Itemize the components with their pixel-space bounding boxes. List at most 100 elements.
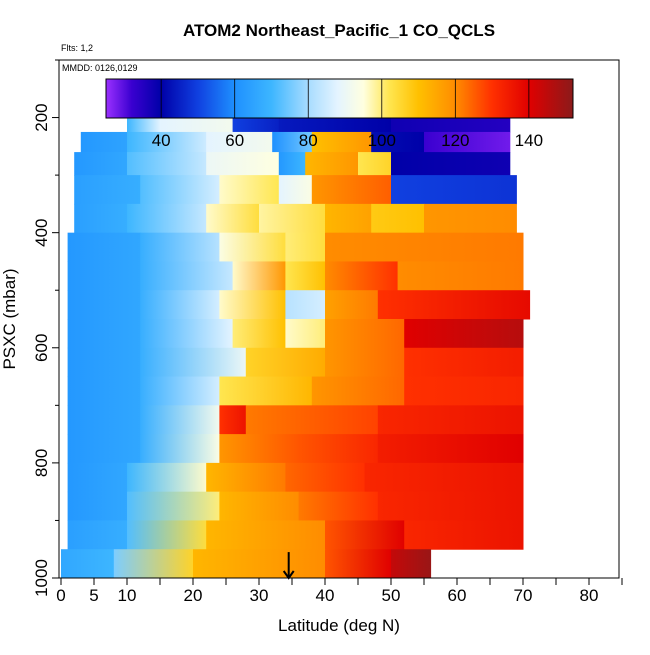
curtain-cell [285,290,326,320]
x-tick-label: 80 [580,586,599,605]
flights-label: Flts: 1,2 [61,43,93,53]
curtain-cell [285,319,326,349]
curtain-cell [193,549,326,579]
curtain-cell [74,175,141,205]
curtain-cell [397,261,524,291]
curtain-cell [140,434,220,464]
curtain-cell [219,376,313,406]
curtain-cell [278,152,306,176]
plot-area [58,59,620,579]
colorbar-tick-label: 120 [441,131,469,150]
curtain-cell [259,203,326,234]
curtain-cell [325,520,405,550]
curtain-cell [232,319,286,349]
y-tick-label: 600 [32,334,51,362]
curtain-cell [325,261,399,291]
curtain-cell [245,347,326,378]
x-axis: 0 5 10 20 30 40 50 60 70 80 [56,577,623,605]
curtain-cell [377,491,524,521]
x-tick-label: 20 [184,586,203,605]
curtain-cell [206,203,260,234]
curtain-cell [305,152,359,176]
curtain-cell [140,405,220,435]
y-tick-label: 400 [32,218,51,246]
marker-head [282,570,295,580]
colorbar-gradient [105,78,574,119]
colorbar: 40 60 80 100 120 140 [105,78,574,150]
curtain-cell [67,462,128,493]
curtain-cell [219,491,300,521]
curtain-cell [67,319,141,349]
curtain-cell [311,376,405,406]
curtain-cell [311,175,392,205]
curtain-cell [74,152,128,176]
curtain-cell [377,434,524,464]
curtain-cell [219,405,247,435]
colorbar-tick-label: 60 [225,131,244,150]
dates-label: MMDD: 0126,0129 [62,63,138,73]
curtain-cell [127,462,207,493]
curtain-cell [298,491,379,521]
curtain-cell [61,549,115,579]
curtain-cell [67,347,141,378]
x-axis-label: Latitude (deg N) [278,616,400,635]
curtain-cell [232,261,286,291]
curtain-cell [206,520,326,550]
curtain-cell [206,152,280,176]
colorbar-tick-label: 40 [152,131,171,150]
curtain-cell [140,175,220,205]
curtain-cell [127,520,207,550]
colorbar-tick-label: 140 [515,131,543,150]
colorbar-tick-label: 100 [368,131,396,150]
curtain-cell [325,347,405,378]
curtain-cell [285,261,326,291]
curtain-cell [67,520,128,550]
curtain-cell [404,520,524,550]
curtain-cell [371,203,425,234]
curtain-cell [113,549,194,579]
curtain-cell [377,290,531,320]
chart-title: ATOM2 Northeast_Pacific_1 CO_QCLS [183,21,495,40]
curtain-cell [140,261,234,291]
curtain-cell [127,131,207,153]
curtain-cell [67,376,141,406]
curtain-cell [311,131,372,153]
curtain-cell [404,319,524,349]
curtain-cell [219,175,280,205]
curtain-cell [298,434,379,464]
curtain-cell [140,232,220,262]
x-tick-label: 40 [316,586,335,605]
curtain-cell [391,152,511,176]
curtain-cell [140,319,234,349]
curtain-cell [404,347,524,378]
curtain-cell [391,175,517,205]
x-tick-label: 10 [118,586,137,605]
curtain-cell [206,131,273,153]
curtain-cell [325,319,405,349]
x-tick-label: 5 [89,586,98,605]
curtain-cell [285,232,326,262]
y-tick-label: 800 [32,449,51,477]
curtain-cell [67,405,141,435]
curtain-cell [404,376,524,406]
curtain-cell [325,549,392,579]
x-tick-label: 70 [514,586,533,605]
colorbar-ticks: 40 60 80 100 120 140 [152,79,543,150]
y-tick-label: 1000 [32,559,51,597]
curtain-cell [206,462,286,493]
curtain-cell [358,152,392,176]
curtain-cell [364,462,524,493]
curtain-cell [80,131,128,153]
curtain-cell [219,290,286,320]
x-tick-label: 0 [56,586,65,605]
curtain-cell [127,491,220,521]
curtain-cell [278,175,313,205]
curtain-cell [272,131,313,153]
y-axis-label: PSXC (mbar) [0,268,19,369]
curtain-cell [127,203,207,234]
curtain-cell [127,152,207,176]
curtain-cell [371,131,425,153]
curtain-layer [61,106,531,579]
curtain-cell [140,290,220,320]
